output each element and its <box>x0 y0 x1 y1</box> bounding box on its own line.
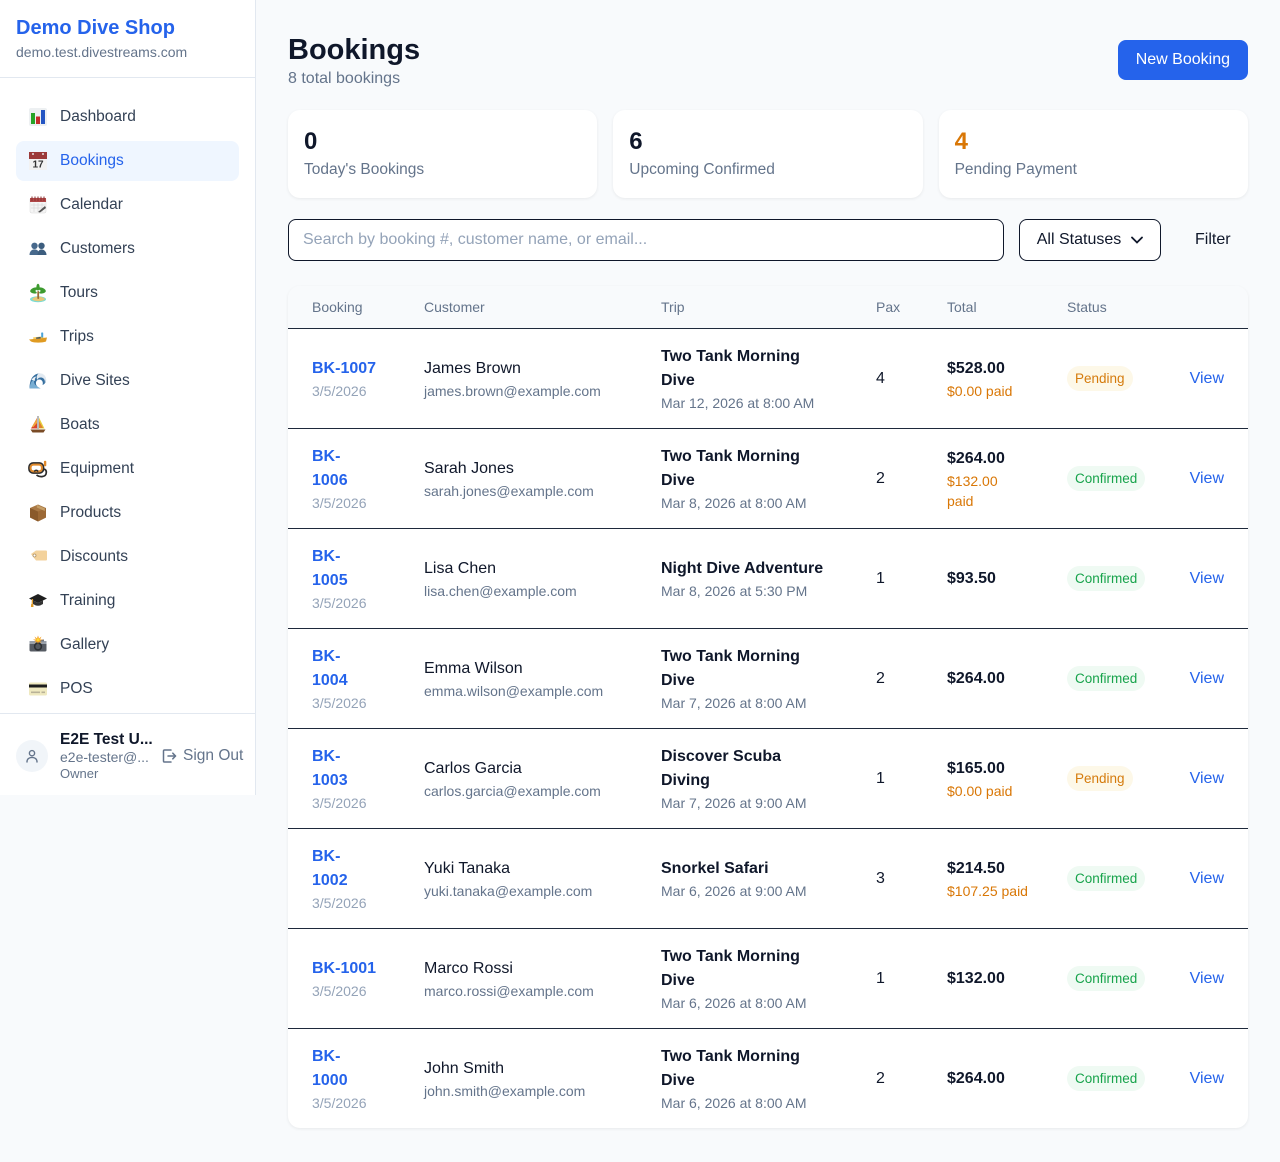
svg-text:17: 17 <box>32 160 44 171</box>
